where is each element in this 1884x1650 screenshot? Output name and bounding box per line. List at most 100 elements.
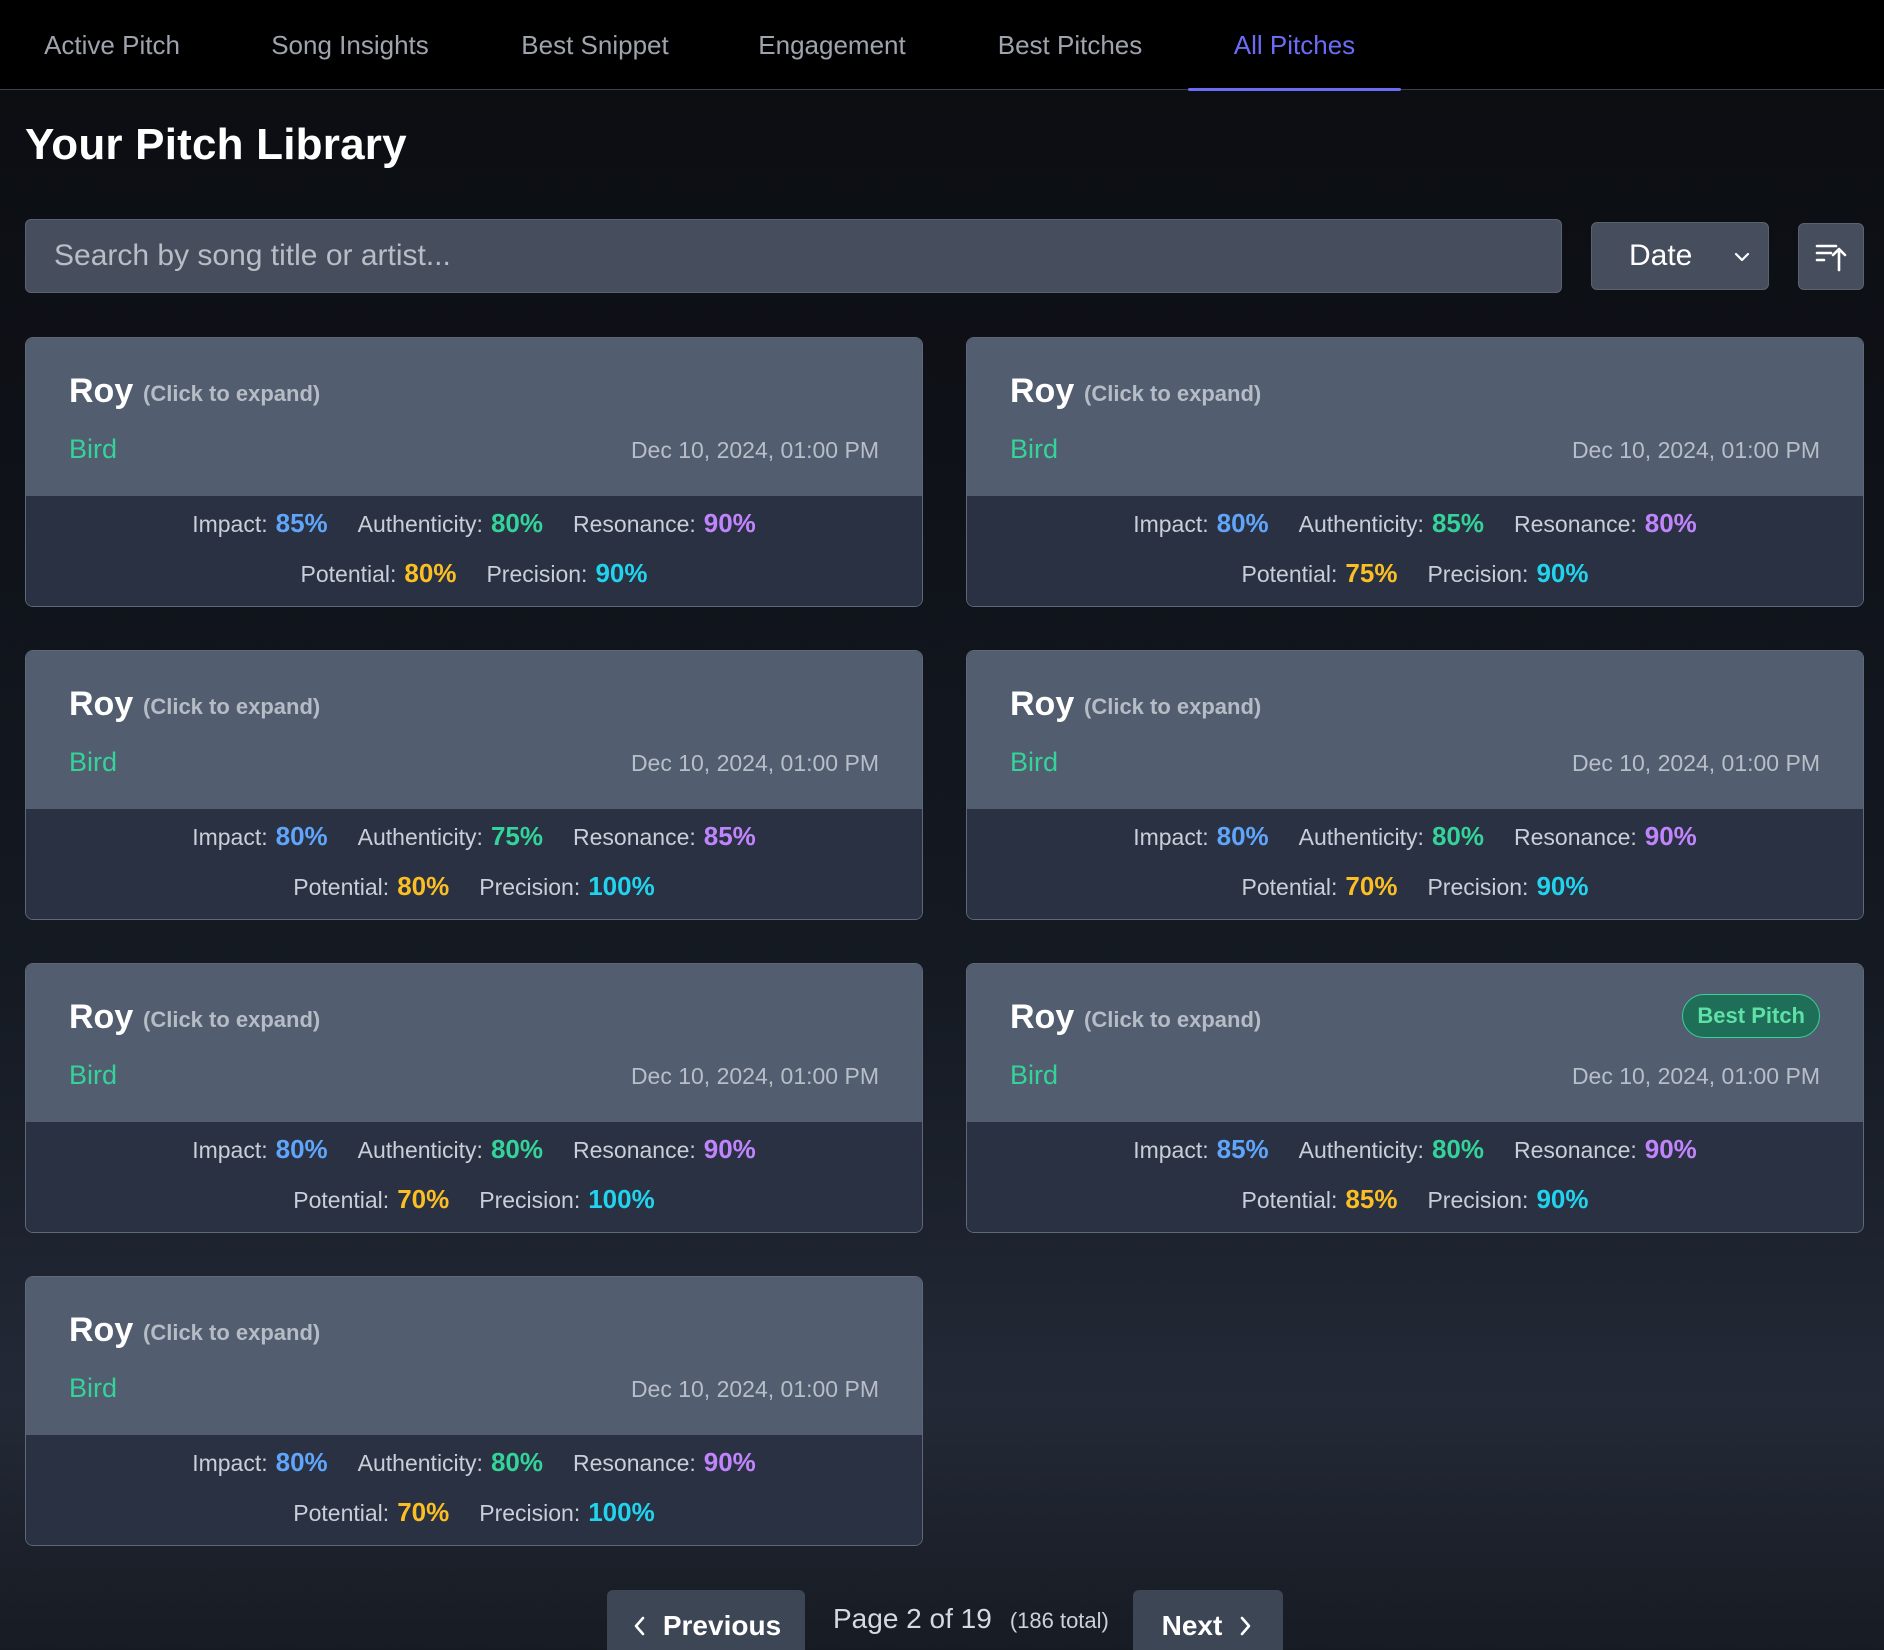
pitch-date: Dec 10, 2024, 01:00 PM	[630, 1063, 879, 1089]
metric-potential: Potential: 80%	[300, 558, 457, 588]
total-count: (186 total)	[1009, 1608, 1109, 1633]
pitch-card[interactable]: Roy (Click to expand) Bird Dec 10, 2024,…	[966, 650, 1864, 920]
pitch-card-header: Roy (Click to expand) Bird Dec 10, 2024,…	[967, 651, 1863, 809]
song-title: Roy	[69, 998, 134, 1036]
expand-hint: (Click to expand)	[1084, 694, 1262, 719]
metric-resonance: Resonance: 80%	[1514, 508, 1697, 538]
pitch-date: Dec 10, 2024, 01:00 PM	[1571, 1063, 1820, 1089]
pitch-metrics: Impact: 85% Authenticity: 80% Resonance: 90…	[967, 1122, 1863, 1232]
song-title: Roy	[1010, 998, 1075, 1036]
tab-all-pitches[interactable]: All Pitches	[1188, 0, 1401, 91]
metric-potential: Potential: 75%	[1241, 558, 1398, 588]
metric-authenticity: Authenticity: 80%	[357, 508, 543, 538]
pitch-date: Dec 10, 2024, 01:00 PM	[630, 750, 879, 776]
artist-name: Bird	[69, 747, 118, 777]
pitch-card-header: Roy (Click to expand) Bird Dec 10, 2024,…	[26, 338, 922, 496]
song-title: Roy	[69, 685, 134, 723]
pitch-metrics: Impact: 80% Authenticity: 80% Resonance: 90…	[26, 1435, 922, 1545]
pitch-card[interactable]: Roy (Click to expand) Best Pitch Bird De…	[966, 963, 1864, 1233]
tab-song-insights[interactable]: Song Insights	[271, 29, 429, 60]
metric-resonance: Resonance: 90%	[1514, 1134, 1697, 1164]
metric-potential: Potential: 70%	[293, 1184, 450, 1214]
metric-authenticity: Authenticity: 85%	[1298, 508, 1484, 538]
sort-direction-button[interactable]	[1798, 223, 1864, 290]
metric-resonance: Resonance: 90%	[573, 1447, 756, 1477]
artist-name: Bird	[69, 434, 118, 464]
expand-hint: (Click to expand)	[1084, 1007, 1262, 1032]
chevron-right-icon	[1241, 1616, 1251, 1636]
previous-button[interactable]: Previous	[607, 1590, 805, 1650]
pitch-date: Dec 10, 2024, 01:00 PM	[1571, 437, 1820, 463]
metric-authenticity: Authenticity: 80%	[1298, 1134, 1484, 1164]
next-button[interactable]: Next	[1133, 1590, 1283, 1650]
song-title: Roy	[69, 1311, 134, 1349]
sort-select[interactable]: Date	[1591, 222, 1769, 290]
metric-precision: Precision: 100%	[479, 1184, 655, 1214]
metric-authenticity: Authenticity: 80%	[357, 1447, 543, 1477]
tab-best-pitches[interactable]: Best Pitches	[997, 29, 1143, 60]
pitch-card-header: Roy (Click to expand) Bird Dec 10, 2024,…	[26, 651, 922, 809]
pitch-card-header: Roy (Click to expand) Bird Dec 10, 2024,…	[26, 1277, 922, 1435]
song-title: Roy	[1010, 685, 1075, 723]
pitch-card[interactable]: Roy (Click to expand) Bird Dec 10, 2024,…	[25, 1276, 923, 1546]
expand-hint: (Click to expand)	[143, 381, 321, 406]
metric-precision: Precision: 100%	[479, 871, 655, 901]
metric-impact: Impact: 80%	[192, 1134, 328, 1164]
pitch-metrics: Impact: 80% Authenticity: 80% Resonance: 90…	[967, 809, 1863, 919]
tab-active-pitch[interactable]: Active Pitch	[44, 29, 180, 60]
pitch-metrics: Impact: 80% Authenticity: 75% Resonance: 85…	[26, 809, 922, 919]
metric-impact: Impact: 85%	[192, 508, 328, 538]
page-indicator: Page 2 of 19 (186 total)	[833, 1603, 1109, 1635]
artist-name: Bird	[1010, 434, 1059, 464]
song-title: Roy	[1010, 372, 1075, 410]
metric-resonance: Resonance: 90%	[573, 1134, 756, 1164]
metric-precision: Precision: 90%	[1427, 558, 1589, 588]
pitch-card[interactable]: Roy (Click to expand) Bird Dec 10, 2024,…	[25, 337, 923, 607]
chevron-left-icon	[634, 1616, 645, 1636]
metric-impact: Impact: 80%	[192, 1447, 328, 1477]
pitch-card[interactable]: Roy (Click to expand) Bird Dec 10, 2024,…	[25, 963, 923, 1233]
pitch-metrics: Impact: 85% Authenticity: 80% Resonance: 90…	[26, 496, 922, 606]
metric-impact: Impact: 80%	[192, 821, 328, 851]
song-title: Roy	[69, 372, 134, 410]
expand-hint: (Click to expand)	[143, 1320, 321, 1345]
metric-resonance: Resonance: 85%	[573, 821, 756, 851]
artist-name: Bird	[1010, 1060, 1059, 1090]
tab-engagement[interactable]: Engagement	[758, 29, 906, 60]
chevron-down-icon	[1734, 252, 1750, 262]
metric-precision: Precision: 90%	[486, 558, 648, 588]
sort-ascending-icon	[1815, 244, 1847, 271]
expand-hint: (Click to expand)	[1084, 381, 1262, 406]
metric-precision: Precision: 90%	[1427, 871, 1589, 901]
metric-potential: Potential: 80%	[293, 871, 450, 901]
search-input[interactable]	[25, 219, 1562, 293]
artist-name: Bird	[69, 1060, 118, 1090]
expand-hint: (Click to expand)	[143, 1007, 321, 1032]
expand-hint: (Click to expand)	[143, 694, 321, 719]
artist-name: Bird	[1010, 747, 1059, 777]
metric-impact: Impact: 85%	[1133, 1134, 1269, 1164]
tab-bar: Active Pitch Song Insights Best Snippet …	[0, 0, 1884, 91]
metric-authenticity: Authenticity: 80%	[1298, 821, 1484, 851]
metric-potential: Potential: 70%	[293, 1497, 450, 1527]
pitch-date: Dec 10, 2024, 01:00 PM	[630, 1376, 879, 1402]
metric-authenticity: Authenticity: 80%	[357, 1134, 543, 1164]
next-label: Next	[1161, 1610, 1223, 1641]
pitch-card-header: Roy (Click to expand) Bird Dec 10, 2024,…	[967, 338, 1863, 496]
metric-potential: Potential: 70%	[1241, 871, 1398, 901]
best-pitch-badge: Best Pitch	[1682, 994, 1820, 1038]
metric-resonance: Resonance: 90%	[573, 508, 756, 538]
tab-best-snippet[interactable]: Best Snippet	[521, 29, 669, 60]
pitch-card[interactable]: Roy (Click to expand) Bird Dec 10, 2024,…	[25, 650, 923, 920]
previous-label: Previous	[662, 1610, 782, 1641]
pitch-card-header: Roy (Click to expand) Bird Dec 10, 2024,…	[26, 964, 922, 1122]
pitch-date: Dec 10, 2024, 01:00 PM	[1571, 750, 1820, 776]
metric-potential: Potential: 85%	[1241, 1184, 1398, 1214]
metric-impact: Impact: 80%	[1133, 508, 1269, 538]
metric-authenticity: Authenticity: 75%	[357, 821, 543, 851]
metric-resonance: Resonance: 90%	[1514, 821, 1697, 851]
metric-precision: Precision: 100%	[479, 1497, 655, 1527]
pitch-card[interactable]: Roy (Click to expand) Bird Dec 10, 2024,…	[966, 337, 1864, 607]
pitch-card-header: Roy (Click to expand) Best Pitch Bird De…	[967, 964, 1863, 1122]
pitch-metrics: Impact: 80% Authenticity: 80% Resonance: 90…	[26, 1122, 922, 1232]
